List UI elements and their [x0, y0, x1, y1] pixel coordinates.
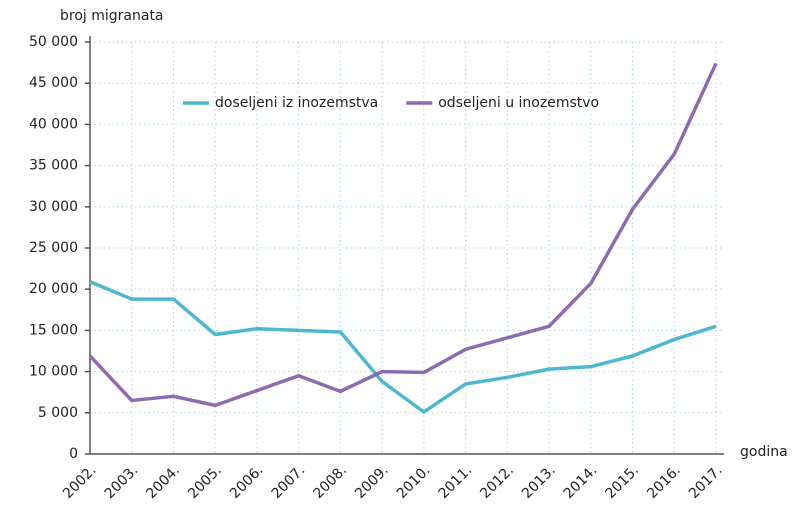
y-axis-label: broj migranata — [60, 8, 164, 24]
x-tick-label: 2009. — [352, 462, 392, 502]
y-tick-label: 40 000 — [29, 116, 78, 132]
x-tick-label: 2017. — [686, 462, 726, 502]
x-tick-label: 2012. — [477, 462, 517, 502]
legend-label: odseljeni u inozemstvo — [438, 95, 599, 111]
y-tick-label: 15 000 — [29, 322, 78, 338]
y-tick-label: 45 000 — [29, 75, 78, 91]
x-tick-label: 2007. — [269, 462, 309, 502]
x-tick-label: 2006. — [227, 462, 267, 502]
x-tick-label: 2010. — [394, 462, 434, 502]
y-tick-label: 5 000 — [38, 405, 78, 421]
y-tick-label: 35 000 — [29, 158, 78, 174]
y-tick-label: 0 — [69, 446, 78, 462]
x-axis-label: godina — [740, 444, 788, 460]
data-line — [89, 280, 717, 414]
x-tick-label: 2005. — [185, 462, 225, 502]
y-tick-label: 50 000 — [29, 34, 78, 50]
y-tick-label: 10 000 — [29, 364, 78, 380]
y-tick-label: 25 000 — [29, 240, 78, 256]
legend-label: doseljeni iz inozemstva — [215, 95, 378, 111]
x-tick-label: 2008. — [310, 462, 350, 502]
x-tick-label: 2014. — [561, 462, 601, 502]
y-tick-label: 20 000 — [29, 281, 78, 297]
x-tick-label: 2016. — [644, 462, 684, 502]
x-tick-label: 2015. — [603, 462, 643, 502]
x-tick-label: 2002. — [60, 462, 100, 502]
x-tick-label: 2011. — [436, 462, 476, 502]
data-line — [88, 62, 718, 408]
x-tick-label: 2003. — [102, 462, 142, 502]
x-tick-label: 2013. — [519, 462, 559, 502]
y-tick-label: 30 000 — [29, 199, 78, 215]
x-tick-label: 2004. — [143, 462, 183, 502]
